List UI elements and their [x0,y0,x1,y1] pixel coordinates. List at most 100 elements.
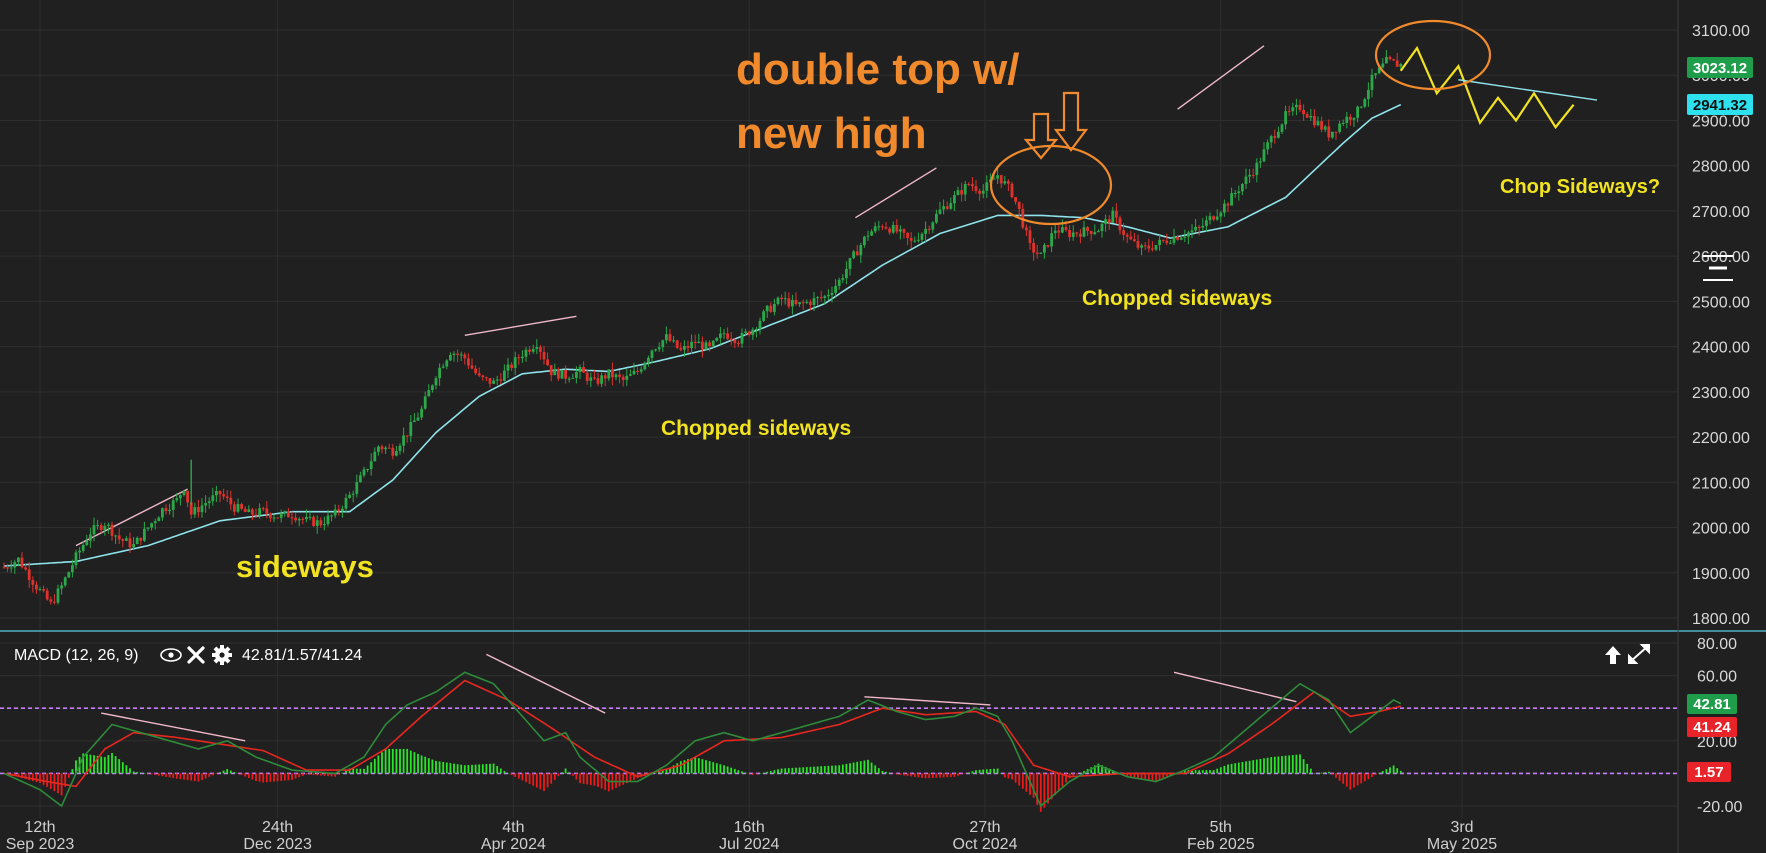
candle-body [150,523,153,528]
candle-body [153,521,157,524]
candle-body [337,509,341,512]
candle-body [1172,236,1176,243]
histogram-bar [31,773,34,782]
histogram-bar [1165,773,1168,778]
candle-body [434,378,438,386]
histogram-bar [1313,773,1316,774]
candle-body [539,347,542,352]
histogram-bar [1277,756,1280,774]
candle-body [675,340,679,348]
candle-body [6,567,9,569]
histogram-bar [553,773,556,780]
trendlines [75,45,1265,547]
histogram-bar [964,773,967,774]
histogram-bar [28,773,31,781]
histogram-bar [867,759,869,774]
candle-body [175,498,179,501]
histogram-bar [1248,760,1251,774]
candle-body [578,367,582,372]
histogram-bar [453,763,455,774]
macd-axis[interactable]: 80.00 60.00 20.00 -20.00 [1697,636,1742,816]
signal-value-badge: 41.24 [1687,717,1737,737]
candle-body [308,516,312,518]
candle-body [495,379,499,381]
candle-body [362,469,366,476]
candle-body [1212,216,1215,220]
price-tick-label: 3100.00 [1692,23,1750,40]
candle-body [272,517,276,519]
candle-body [1115,210,1118,218]
price-axis[interactable]: 1800.00 1900.00 2000.00 2100.00 2200.00 2300.… [1692,23,1750,628]
histogram-bar [730,767,733,774]
grid-lines [0,0,1678,818]
macd-title: MACD (12, 26, 9) [14,647,138,664]
histogram-bar [571,773,574,776]
down-arrow-icon [1053,91,1089,152]
arrow-up-icon[interactable] [1605,646,1621,664]
candle-body [1176,236,1179,240]
candle-body [942,206,945,210]
histogram-bar [881,770,884,774]
candle-body [517,357,521,359]
candle-body [247,509,251,512]
histogram-bar [42,773,45,785]
histogram-bar [424,756,427,774]
candle-body [276,517,279,519]
histogram-bar [780,768,783,774]
histogram-bar [301,773,304,776]
candle-body [89,534,92,541]
price-trendline [1177,45,1265,110]
histogram-bar [939,773,941,778]
histogram-bar [931,773,934,778]
horizontal-line-tool-icon[interactable] [1703,255,1733,281]
histogram-bar [46,773,49,787]
candle-body [621,376,625,380]
histogram-bar [201,773,203,780]
candle-body [661,340,665,348]
expand-icon[interactable] [1628,644,1650,664]
candle-body [884,227,888,229]
candle-body [643,362,647,370]
histogram-bar [539,773,542,790]
candle-body [708,342,711,347]
histogram-bar [654,772,657,774]
candle-body [873,226,877,232]
histogram-bar [445,762,448,774]
histogram-bar [715,763,718,774]
close-icon[interactable] [187,646,205,664]
gear-icon[interactable] [212,645,232,665]
candle-body [1179,237,1183,240]
histogram-bar [89,754,92,774]
histogram-bar [1356,773,1359,786]
candle-body [1377,67,1381,74]
histogram-bar [949,773,952,778]
histogram-bar [1212,770,1215,774]
histogram-bar [438,761,441,774]
histogram-bar [1126,773,1129,777]
candle-body [67,572,71,578]
candle-body [117,535,121,540]
price-tick-label: 2200.00 [1692,430,1750,447]
eye-icon[interactable] [160,648,182,662]
histogram-bar [885,771,887,774]
candle-body [1061,227,1064,233]
histogram-bar [694,757,697,774]
candle-body [769,305,773,312]
histogram-bar [1288,755,1291,774]
date-tick-month: Oct 2024 [953,836,1018,853]
candle-body [1082,227,1086,237]
histogram-bar [535,773,538,788]
price-tick-label: 1800.00 [1692,611,1750,628]
candle-body [1197,226,1201,228]
histogram-bar [1234,763,1237,774]
histogram-bar [1299,754,1301,774]
double-top-label-line2: new high [736,109,927,158]
histogram-bar [21,773,23,779]
candle-body [935,213,938,223]
histogram-bar [813,766,815,774]
histogram-bar [845,763,848,774]
candle-body [571,377,575,379]
histogram-bar [161,773,164,777]
